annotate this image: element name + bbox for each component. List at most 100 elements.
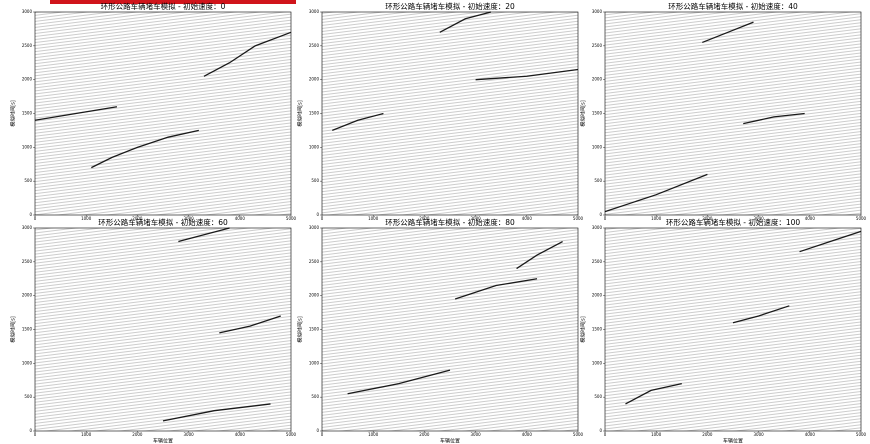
y-axis-label: 模拟时间[s]	[10, 100, 17, 127]
y-tick-label: 0	[599, 428, 602, 433]
y-tick-label: 2000	[592, 77, 603, 82]
x-tick-label: 3000	[471, 216, 482, 221]
y-tick-label: 0	[316, 428, 319, 433]
y-tick-label: 1500	[309, 111, 320, 116]
y-tick-label: 1500	[22, 327, 33, 332]
jam-trajectory	[203, 31, 292, 77]
y-tick-label: 2000	[22, 77, 33, 82]
y-tick-label: 2500	[592, 259, 603, 264]
x-axis-label: 车辆位置	[153, 438, 173, 444]
x-tick-label: 4000	[805, 432, 816, 437]
y-tick-label: 0	[29, 212, 32, 217]
x-tick-label: 4000	[522, 216, 533, 221]
x-axis-label: 车辆位置	[440, 438, 460, 444]
plot-frame	[34, 227, 292, 432]
x-tick-label: 1000	[368, 216, 379, 221]
y-tick-label: 2500	[22, 43, 33, 48]
x-tick-label: 3000	[184, 432, 195, 437]
x-tick-label: 2000	[132, 216, 143, 221]
jam-trajectory	[454, 278, 538, 300]
y-axis-label: 模拟时间[s]	[580, 316, 587, 343]
x-tick-label: 4000	[805, 216, 816, 221]
y-tick-label: 3000	[22, 9, 33, 14]
y-tick-label: 500	[594, 178, 602, 183]
y-tick-label: 2500	[22, 259, 33, 264]
x-tick-label: 3000	[471, 432, 482, 437]
x-tick-label: 1000	[368, 432, 379, 437]
plot-background	[605, 12, 861, 215]
x-tick-label: 4000	[522, 432, 533, 437]
y-tick-label: 1500	[592, 111, 603, 116]
jam-trajectory	[332, 112, 384, 132]
x-tick-label: 4000	[235, 432, 246, 437]
y-tick-label: 2500	[309, 43, 320, 48]
x-axis-label: 车辆位置	[723, 438, 743, 444]
jam-trajectory	[162, 403, 271, 422]
x-tick-label: 2000	[419, 432, 430, 437]
subplot: 环形公路车辆堵车模拟 - 初始速度：40 模拟时间[s] 0 500 1000 1500 2…	[580, 1, 867, 221]
subplot-title: 环形公路车辆堵车模拟 - 初始速度：80	[385, 217, 515, 227]
x-tick-label: 2000	[132, 432, 143, 437]
subplot-title: 环形公路车辆堵车模拟 - 初始速度：60	[98, 217, 228, 227]
y-axis-label: 模拟时间[s]	[10, 316, 17, 343]
plot-frame	[604, 11, 862, 216]
y-tick-label: 500	[311, 394, 319, 399]
x-tick-label: 0	[321, 216, 324, 221]
plot-frame	[321, 227, 579, 432]
plot-background	[322, 228, 578, 431]
y-tick-label: 1000	[22, 360, 33, 365]
y-tick-label: 2000	[309, 293, 320, 298]
plot-frame	[604, 227, 862, 432]
jam-trajectory	[604, 173, 708, 213]
jam-trajectory	[34, 106, 118, 121]
x-tick-label: 0	[604, 216, 607, 221]
highlight-bar	[50, 0, 296, 4]
jam-trajectory	[91, 129, 199, 169]
subplot: 环形公路车辆堵车模拟 - 初始速度：100 模拟时间[s] 车辆位置 0 500 1000…	[580, 217, 867, 444]
plot-background	[605, 228, 861, 431]
jam-trajectory	[516, 240, 563, 270]
subplot: 环形公路车辆堵车模拟 - 初始速度：60 模拟时间[s] 车辆位置 0 500 1000 1…	[10, 217, 297, 444]
x-tick-label: 0	[34, 216, 37, 221]
subplot-title: 环形公路车辆堵车模拟 - 初始速度：20	[385, 1, 515, 11]
y-tick-label: 2000	[309, 77, 320, 82]
y-tick-label: 500	[24, 394, 32, 399]
y-tick-label: 3000	[309, 225, 320, 230]
y-tick-label: 0	[316, 212, 319, 217]
jam-trajectory	[743, 112, 805, 125]
x-tick-label: 0	[321, 432, 324, 437]
x-tick-label: 5000	[856, 432, 867, 437]
x-tick-label: 1000	[81, 216, 92, 221]
subplot: 环形公路车辆堵车模拟 - 初始速度：0 模拟时间[s] 0 500 1000 1500 20…	[10, 1, 297, 221]
subplot-title: 环形公路车辆堵车模拟 - 初始速度：0	[101, 1, 226, 11]
plot-frame	[34, 11, 292, 216]
y-tick-label: 2000	[592, 293, 603, 298]
subplot: 环形公路车辆堵车模拟 - 初始速度：20 模拟时间[s] 0 500 1000 1500 2…	[297, 1, 584, 221]
plot-background	[35, 228, 291, 431]
x-tick-label: 0	[34, 432, 37, 437]
jam-trajectory	[732, 305, 790, 324]
x-tick-label: 3000	[184, 216, 195, 221]
x-tick-label: 1000	[81, 432, 92, 437]
x-tick-label: 5000	[573, 432, 584, 437]
y-tick-label: 500	[24, 178, 32, 183]
y-tick-label: 1500	[309, 327, 320, 332]
x-tick-label: 5000	[856, 216, 867, 221]
jam-trajectory	[347, 369, 451, 395]
x-tick-label: 5000	[286, 216, 297, 221]
jam-trajectory	[702, 21, 754, 44]
jam-trajectory	[625, 382, 682, 405]
y-tick-label: 1000	[22, 144, 33, 149]
x-tick-label: 1000	[651, 432, 662, 437]
subplot-title: 环形公路车辆堵车模拟 - 初始速度：100	[666, 217, 801, 227]
x-tick-label: 2000	[419, 216, 430, 221]
x-tick-label: 3000	[754, 432, 765, 437]
y-tick-label: 1000	[309, 360, 320, 365]
x-tick-label: 2000	[702, 216, 713, 221]
y-axis-label: 模拟时间[s]	[297, 100, 304, 127]
x-tick-label: 0	[604, 432, 607, 437]
jam-trajectory	[799, 230, 862, 253]
y-tick-label: 2500	[309, 259, 320, 264]
y-tick-label: 3000	[592, 225, 603, 230]
